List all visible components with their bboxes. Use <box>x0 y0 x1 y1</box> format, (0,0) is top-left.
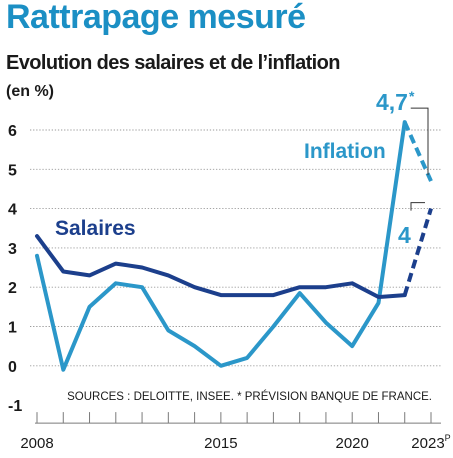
x-tick-label: 2020 <box>336 435 369 452</box>
series-label-inflation: Inflation <box>304 140 386 163</box>
end-value-inflation-asterisk: * <box>409 88 415 104</box>
series-forecast-inflation <box>402 121 433 182</box>
y-tick-label: -1 <box>8 398 22 415</box>
x-tick-label: 2008 <box>20 435 53 452</box>
gridlines <box>30 129 441 367</box>
y-tick-label: 6 <box>8 123 17 140</box>
y-tick-label: 3 <box>8 241 17 258</box>
end-value-inflation: 4,7* <box>376 88 415 115</box>
series-label-salaires: Salaires <box>55 217 136 240</box>
x-tick-label: 2015 <box>204 435 237 452</box>
series-lines <box>35 120 433 372</box>
y-tick-label: 2 <box>8 280 17 297</box>
callout-connector-salaires <box>410 202 425 211</box>
chart-subtitle: Evolution des salaires et de l’inflation <box>6 52 340 74</box>
x-axis: 2008 2015 2020 2023P <box>20 412 451 452</box>
series-line-inflation <box>35 120 407 372</box>
y-tick-label: 1 <box>8 320 17 337</box>
series-line-salaires <box>35 234 407 299</box>
end-value-salaires: 4 <box>398 222 411 248</box>
y-axis-unit: (en %) <box>6 83 54 100</box>
series-labels: Salaires Inflation 4,7* 4 <box>55 88 429 248</box>
y-tick-label: 0 <box>8 359 17 376</box>
y-tick-label: 5 <box>8 162 17 179</box>
x-tick-label-superscript: P <box>445 433 451 443</box>
y-tick-label: 4 <box>8 202 17 219</box>
x-tick-label: 2023P <box>411 433 450 452</box>
source-note: SOURCES : DELOITTE, INSEE. * PRÉVISION B… <box>67 390 432 403</box>
callout-connector-inflation <box>410 107 429 176</box>
series-forecast-salaires <box>402 208 433 296</box>
chart-title: Rattrapage mesuré <box>6 0 306 36</box>
y-axis-ticks: 6 5 4 3 2 1 0 -1 <box>8 123 22 415</box>
